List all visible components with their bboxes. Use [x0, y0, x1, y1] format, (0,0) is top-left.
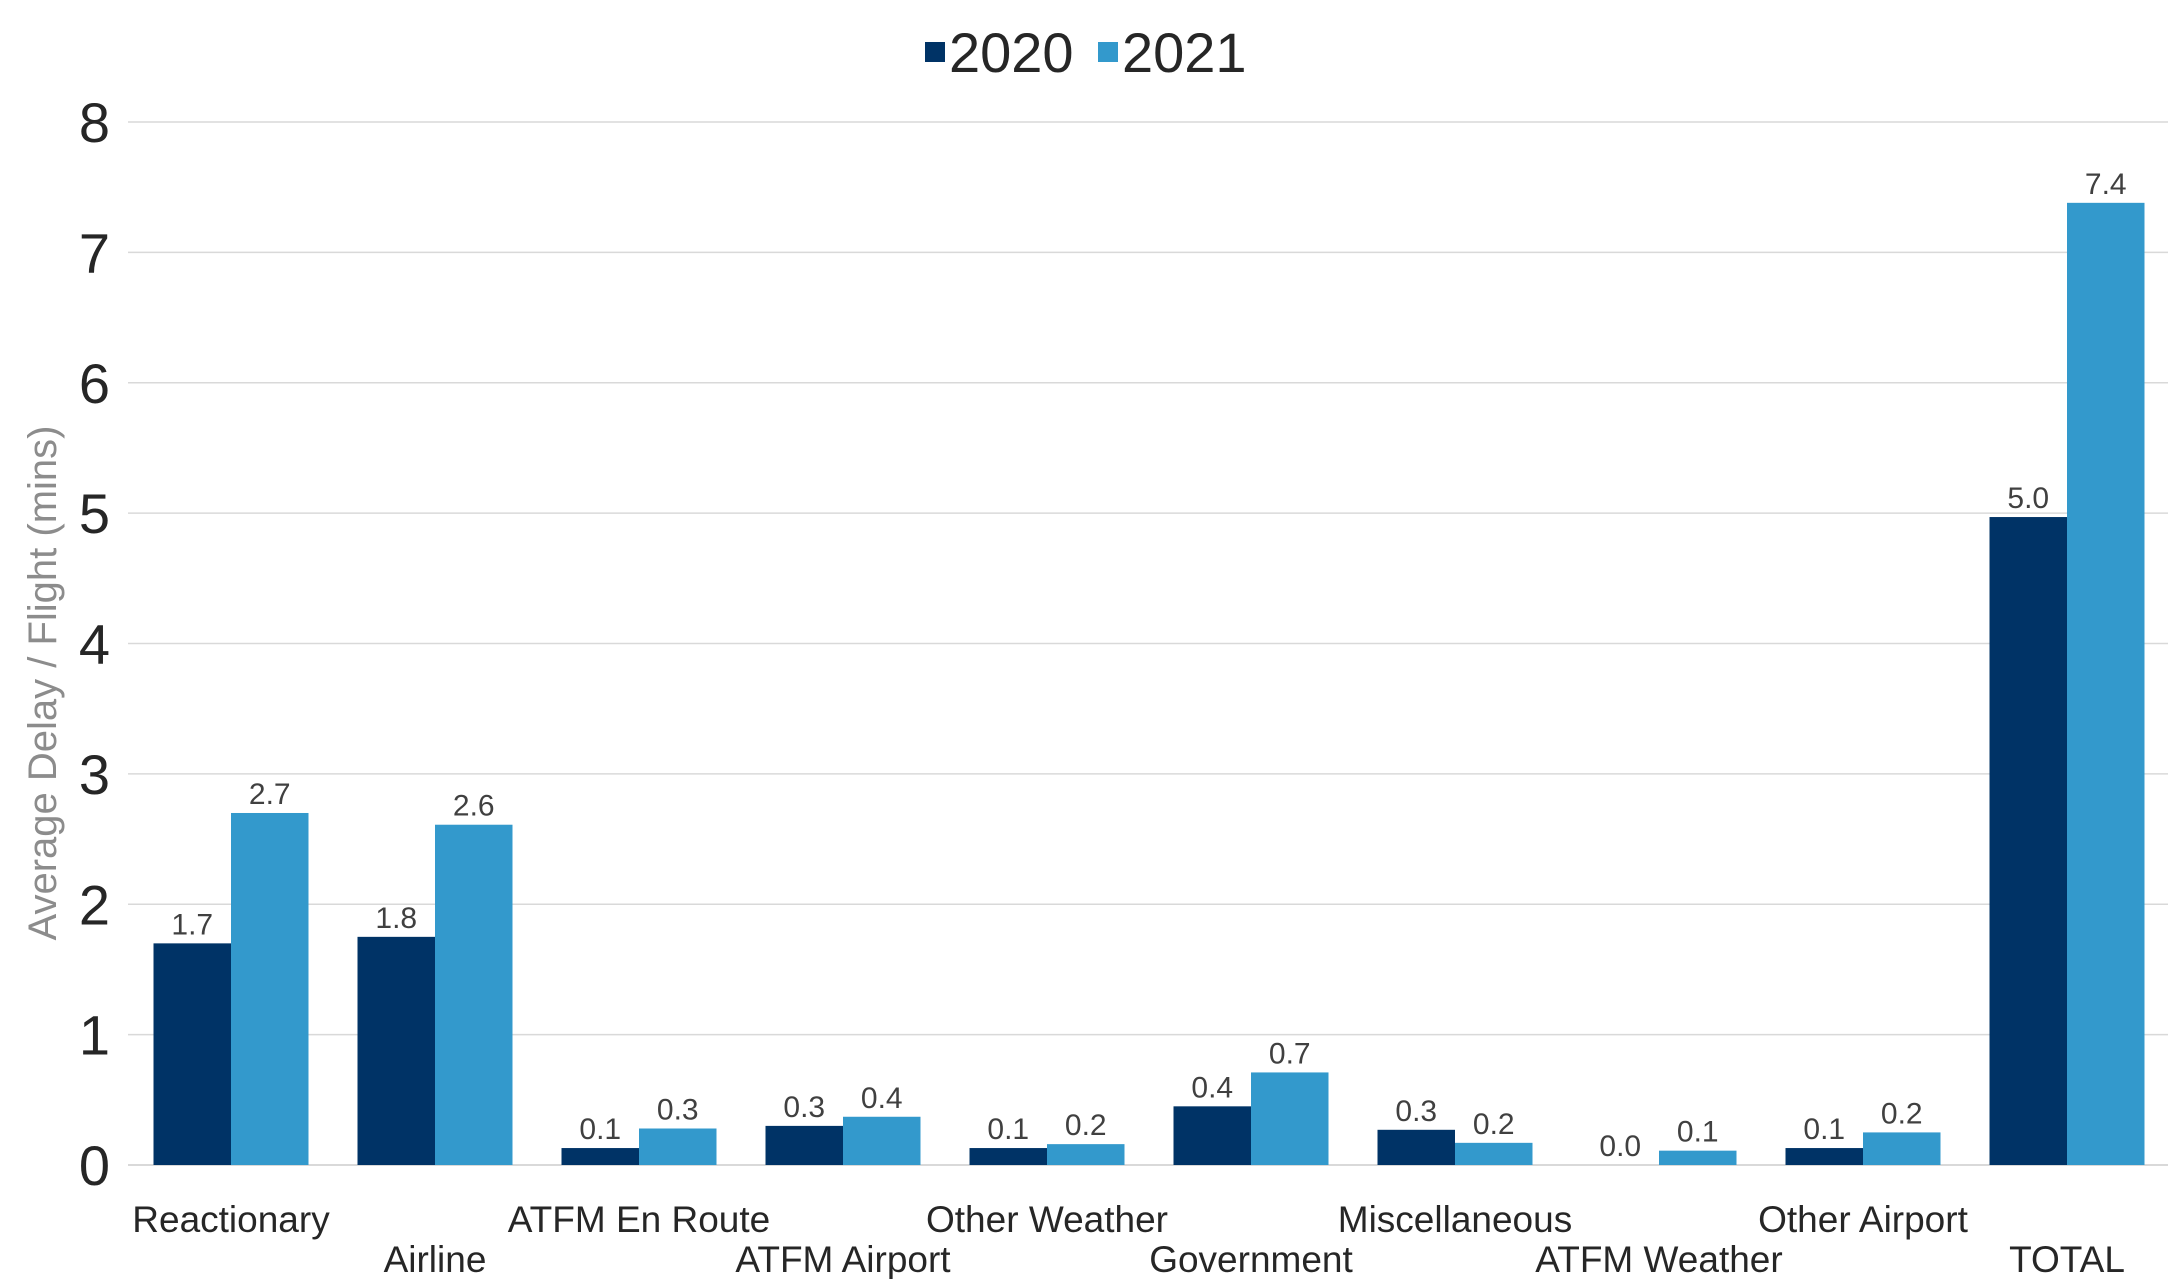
legend: 2020 2021 — [925, 21, 1247, 84]
y-tick-6: 6 — [79, 352, 110, 415]
data-label-2020-reactionary: 1.7 — [171, 908, 213, 941]
data-label-2021-reactionary: 2.7 — [249, 778, 291, 811]
category-label-other-airport: Other Airport — [1758, 1199, 1968, 1240]
data-label-2020-atfm-airport: 0.3 — [783, 1091, 825, 1124]
y-tick-1: 1 — [79, 1004, 110, 1067]
bar-2021-total — [2067, 202, 2145, 1165]
y-tick-3: 3 — [79, 743, 110, 806]
category-label-reactionary: Reactionary — [132, 1199, 330, 1240]
bar-2020-other-airport — [1785, 1148, 1863, 1165]
bar-2020-reactionary — [153, 943, 231, 1165]
y-tick-8: 8 — [79, 91, 110, 154]
y-tick-2: 2 — [79, 873, 110, 936]
data-label-2021-airline: 2.6 — [453, 790, 495, 823]
data-label-2021-other-weather: 0.2 — [1065, 1109, 1107, 1142]
bars — [153, 202, 2145, 1165]
bar-2020-atfm-airport — [765, 1125, 843, 1165]
bar-2021-atfm-en-route — [639, 1128, 717, 1165]
bar-2021-atfm-airport — [843, 1116, 921, 1165]
bar-2020-total — [1989, 517, 2067, 1165]
legend-swatch-2020 — [925, 42, 945, 62]
data-label-2021-atfm-airport: 0.4 — [861, 1082, 903, 1115]
bar-2020-airline — [357, 936, 435, 1165]
bar-2021-airline — [435, 824, 513, 1165]
bar-2020-atfm-en-route — [561, 1148, 639, 1165]
data-label-2020-airline: 1.8 — [375, 902, 417, 935]
category-label-other-weather: Other Weather — [926, 1199, 1168, 1240]
category-label-atfm-airport: ATFM Airport — [735, 1239, 951, 1279]
bar-2021-reactionary — [231, 812, 309, 1165]
data-label-2020-atfm-weather: 0.0 — [1599, 1130, 1641, 1163]
category-label-miscellaneous: Miscellaneous — [1338, 1199, 1572, 1240]
data-label-2021-miscellaneous: 0.2 — [1473, 1108, 1515, 1141]
y-axis-label: Average Delay / Flight (mins) — [21, 426, 65, 941]
data-label-2021-other-airport: 0.2 — [1881, 1097, 1923, 1130]
bar-2021-government — [1251, 1072, 1329, 1165]
category-label-total: TOTAL — [2009, 1239, 2125, 1279]
category-label-government: Government — [1149, 1239, 1353, 1279]
bar-2020-miscellaneous — [1377, 1129, 1455, 1165]
legend-swatch-2021 — [1098, 42, 1118, 62]
y-tick-7: 7 — [79, 221, 110, 284]
category-label-atfm-weather: ATFM Weather — [1535, 1239, 1782, 1279]
bar-2021-atfm-weather — [1659, 1150, 1737, 1165]
legend-label-2020: 2020 — [949, 21, 1074, 84]
y-tick-0: 0 — [79, 1134, 110, 1197]
data-label-2020-government: 0.4 — [1191, 1071, 1233, 1104]
data-label-2021-government: 0.7 — [1269, 1037, 1311, 1070]
bar-2020-government — [1173, 1106, 1251, 1165]
y-tick-4: 4 — [79, 613, 110, 676]
legend-label-2021: 2021 — [1122, 21, 1247, 84]
bar-2021-other-airport — [1863, 1132, 1941, 1165]
data-label-2021-atfm-weather: 0.1 — [1677, 1116, 1719, 1149]
bar-2021-miscellaneous — [1455, 1142, 1533, 1165]
data-label-2021-total: 7.4 — [2085, 168, 2127, 201]
data-label-2020-miscellaneous: 0.3 — [1395, 1095, 1437, 1128]
data-label-2021-atfm-en-route: 0.3 — [657, 1093, 699, 1126]
category-label-atfm-en-route: ATFM En Route — [508, 1199, 771, 1240]
category-label-airline: Airline — [384, 1239, 487, 1279]
data-label-2020-other-weather: 0.1 — [987, 1113, 1029, 1146]
data-label-2020-total: 5.0 — [2007, 482, 2049, 515]
bar-2020-other-weather — [969, 1148, 1047, 1165]
data-labels: 1.7 2.7 1.8 2.6 0.1 0.3 0.3 0.4 0.1 0.2 0.4 0.7 0.3 0… — [171, 168, 2126, 1163]
y-tick-5: 5 — [79, 482, 110, 545]
bar-2021-other-weather — [1047, 1144, 1125, 1165]
data-label-2020-atfm-en-route: 0.1 — [579, 1113, 621, 1146]
y-axis-ticks: 0 1 2 3 4 5 6 7 8 — [79, 91, 110, 1197]
data-label-2020-other-airport: 0.1 — [1803, 1113, 1845, 1146]
